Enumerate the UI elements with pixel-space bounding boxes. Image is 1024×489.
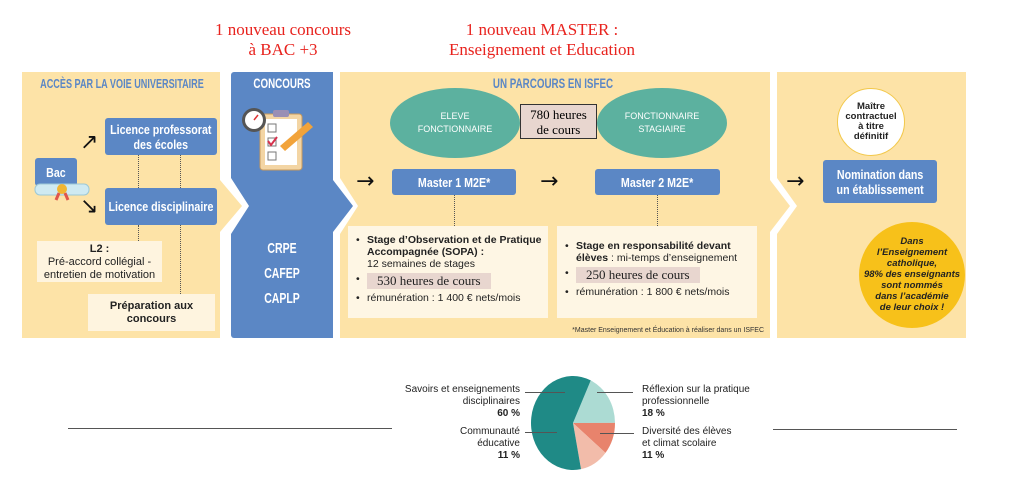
master1-box: Master 1 M2E* — [392, 169, 516, 195]
preparation-box: Préparation aux concours — [88, 294, 215, 331]
arrow-right-icon: → — [786, 169, 805, 194]
leader-line — [525, 432, 557, 433]
dotted-connector — [657, 195, 658, 226]
master2-details: Stage en responsabilité devant élèves : … — [557, 226, 757, 318]
concours-cafep: CAFEP — [264, 265, 300, 282]
eleve-fonctionnaire-ellipse: ELEVE FONCTIONNAIRE — [390, 88, 520, 158]
dotted-connector — [454, 195, 455, 226]
dotted-connector — [180, 155, 181, 188]
licence-disciplinaire-box: Licence disciplinaire — [105, 188, 217, 225]
licence-professorat-box: Licence professorat des écoles — [105, 118, 217, 155]
arrow-right-icon: → — [540, 169, 559, 194]
dotted-connector — [138, 225, 139, 241]
concours-caplp: CAPLP — [264, 290, 300, 307]
slice-label-reflexion: Réflexion sur la pratique professionnelle… — [642, 384, 750, 419]
divider-right — [773, 429, 957, 430]
divider-left — [68, 428, 392, 429]
footnote: *Master Enseignement et Éducation à réal… — [572, 327, 764, 334]
annotation-new-concours: 1 nouveau concours à BAC +3 — [215, 20, 351, 59]
arrow-up-right-icon: ↗ — [80, 130, 99, 155]
annotation-new-master: 1 nouveau MASTER : Enseignement et Educat… — [449, 20, 635, 59]
leader-line — [597, 392, 633, 393]
status-badge: Maître contractuel à titre définitif — [837, 88, 905, 156]
m2-hours-highlight: 250 heures de cours — [576, 267, 700, 283]
fact-circle: Dans l’Enseignement catholique, 98% des ens… — [859, 222, 965, 328]
pie-slice-0 — [531, 376, 591, 470]
diploma-icon — [34, 183, 90, 201]
dotted-connector — [180, 225, 181, 294]
concours-crpe: CRPE — [267, 240, 297, 257]
l2-box: L2 : Pré-accord collégial - entretien de m… — [37, 241, 162, 282]
clipboard-stopwatch-icon — [242, 108, 313, 171]
fonctionnaire-stagiaire-ellipse: FONCTIONNAIRE STAGIAIRE — [597, 88, 727, 158]
arrow-right-icon: → — [356, 169, 375, 194]
concours-list: CRPE CAFEP CAPLP — [246, 236, 317, 311]
pie-chart — [531, 376, 615, 470]
nomination-box: Nomination dans un établissement — [823, 160, 937, 203]
isfec-title: UN PARCOURS EN ISFEC — [492, 75, 614, 91]
bac-box: Bac — [35, 158, 77, 186]
slice-label-communaute: Communauté éducative 11 % — [459, 426, 520, 461]
leader-line — [525, 392, 565, 393]
arrow-down-right-icon: ↘ — [80, 194, 99, 219]
m1-hours-highlight: 530 heures de cours — [367, 273, 491, 289]
pie-slice-2 — [573, 422, 615, 453]
slice-label-savoirs: Savoirs et enseignements disciplinaires 60… — [404, 384, 520, 419]
concours-title: CONCOURS — [253, 75, 311, 91]
pie-slice-3 — [573, 423, 606, 470]
pie-slice-1 — [573, 380, 615, 423]
university-title: ACCÈS PAR LA VOIE UNIVERSITAIRE — [40, 76, 204, 91]
master1-details: Stage d’Observation et de Pratique Accom… — [348, 226, 548, 318]
dotted-connector — [138, 155, 139, 188]
master2-box: Master 2 M2E* — [595, 169, 720, 195]
total-hours-box: 780 heures de cours — [520, 104, 597, 139]
slice-label-diversite: Diversité des élèves et climat scolaire 11… — [642, 426, 732, 461]
leader-line — [600, 433, 634, 434]
